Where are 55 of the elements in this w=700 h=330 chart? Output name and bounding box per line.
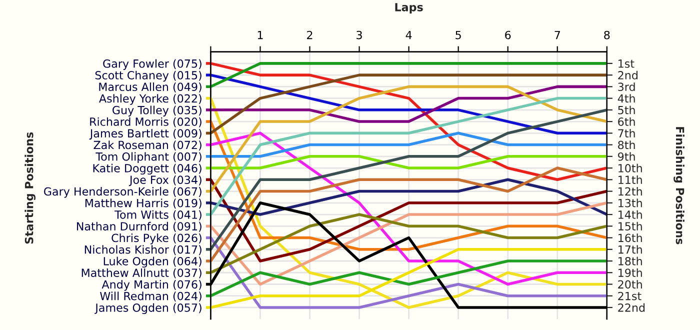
y2-tick-label: 5th bbox=[618, 106, 635, 114]
y2-tick-label: 13th bbox=[618, 198, 642, 208]
legend-label: Matthew Allnutt (037) bbox=[82, 268, 202, 278]
legend-label: Scott Chaney (015) bbox=[95, 70, 202, 82]
y2-tick-label: 3rd bbox=[618, 82, 635, 92]
legend-label: Nicholas Kishor (017) bbox=[84, 245, 202, 256]
legend-label: Will Redman (024) bbox=[100, 292, 202, 302]
legend-label: Katie Doggett (046) bbox=[93, 164, 202, 175]
legend-label: Tom Witts (041) bbox=[114, 210, 202, 220]
y2-tick-label: 8th bbox=[618, 140, 635, 150]
y2-tick-label: 18th bbox=[618, 256, 642, 266]
legend-title: Starting Positions bbox=[24, 132, 36, 244]
x-tick-label: 1 bbox=[258, 30, 263, 40]
legend-label: James Ogden (057) bbox=[94, 303, 202, 314]
y2-axis-title: Finishing Positions bbox=[674, 127, 684, 244]
legend-label: Gary Fowler (075) bbox=[103, 59, 202, 70]
y2-tick-label: 15th bbox=[618, 222, 642, 231]
legend-label: Tom Oliphant (007) bbox=[96, 152, 202, 163]
x-axis-title: Laps bbox=[395, 3, 423, 14]
y2-tick-label: 21st bbox=[618, 292, 642, 300]
legend-label: Chris Pyke (026) bbox=[112, 234, 202, 244]
y2-tick-label: 6th bbox=[618, 117, 635, 126]
legend-label: Guy Tolley (035) bbox=[112, 106, 202, 116]
x-tick-label: 7 bbox=[554, 30, 560, 40]
x-tick-label: 5 bbox=[456, 30, 461, 40]
x-tick-label: 4 bbox=[406, 30, 412, 40]
y2-tick-label: 12th bbox=[618, 187, 642, 196]
x-tick-label: 6 bbox=[505, 30, 511, 40]
y2-tick-label: 17th bbox=[618, 245, 642, 254]
legend-label: Matthew Harris (019) bbox=[85, 198, 202, 209]
legend-label: Zak Roseman (072) bbox=[94, 140, 202, 150]
y2-tick-label: 10th bbox=[618, 164, 642, 172]
legend-label: Joe Fox (034) bbox=[128, 175, 202, 186]
legend-label: Marcus Allen (049) bbox=[99, 82, 202, 92]
y2-tick-label: 2nd bbox=[618, 70, 638, 80]
y2-tick-label: 22nd bbox=[618, 303, 645, 312]
legend-label: Ashley Yorke (022) bbox=[99, 94, 202, 105]
y2-tick-label: 7th bbox=[618, 128, 635, 138]
x-tick-label: 3 bbox=[356, 30, 362, 40]
y2-tick-label: 1st bbox=[618, 60, 634, 68]
x-tick-label: 2 bbox=[307, 30, 312, 40]
legend-label: Nathan Durnford (091) bbox=[76, 222, 202, 232]
legend-label: Andy Martin (076) bbox=[102, 280, 202, 291]
y2-tick-label: 11th bbox=[618, 175, 642, 184]
legend-label: Luke Ogden (064) bbox=[104, 256, 202, 268]
legend-label: Richard Morris (020) bbox=[90, 117, 202, 128]
y2-tick-label: 16th bbox=[618, 234, 642, 242]
y2-tick-label: 20th bbox=[618, 280, 642, 289]
y2-tick-label: 19th bbox=[618, 268, 642, 277]
legend-label: James Bartlett (009) bbox=[89, 128, 202, 140]
y2-tick-label: 4th bbox=[618, 94, 635, 103]
legend-label: Gary Henderson-Keirle (067) bbox=[44, 187, 202, 198]
x-tick-label: 8 bbox=[604, 30, 610, 40]
y2-tick-label: 14th bbox=[618, 210, 642, 219]
y2-tick-label: 9th bbox=[618, 152, 635, 161]
